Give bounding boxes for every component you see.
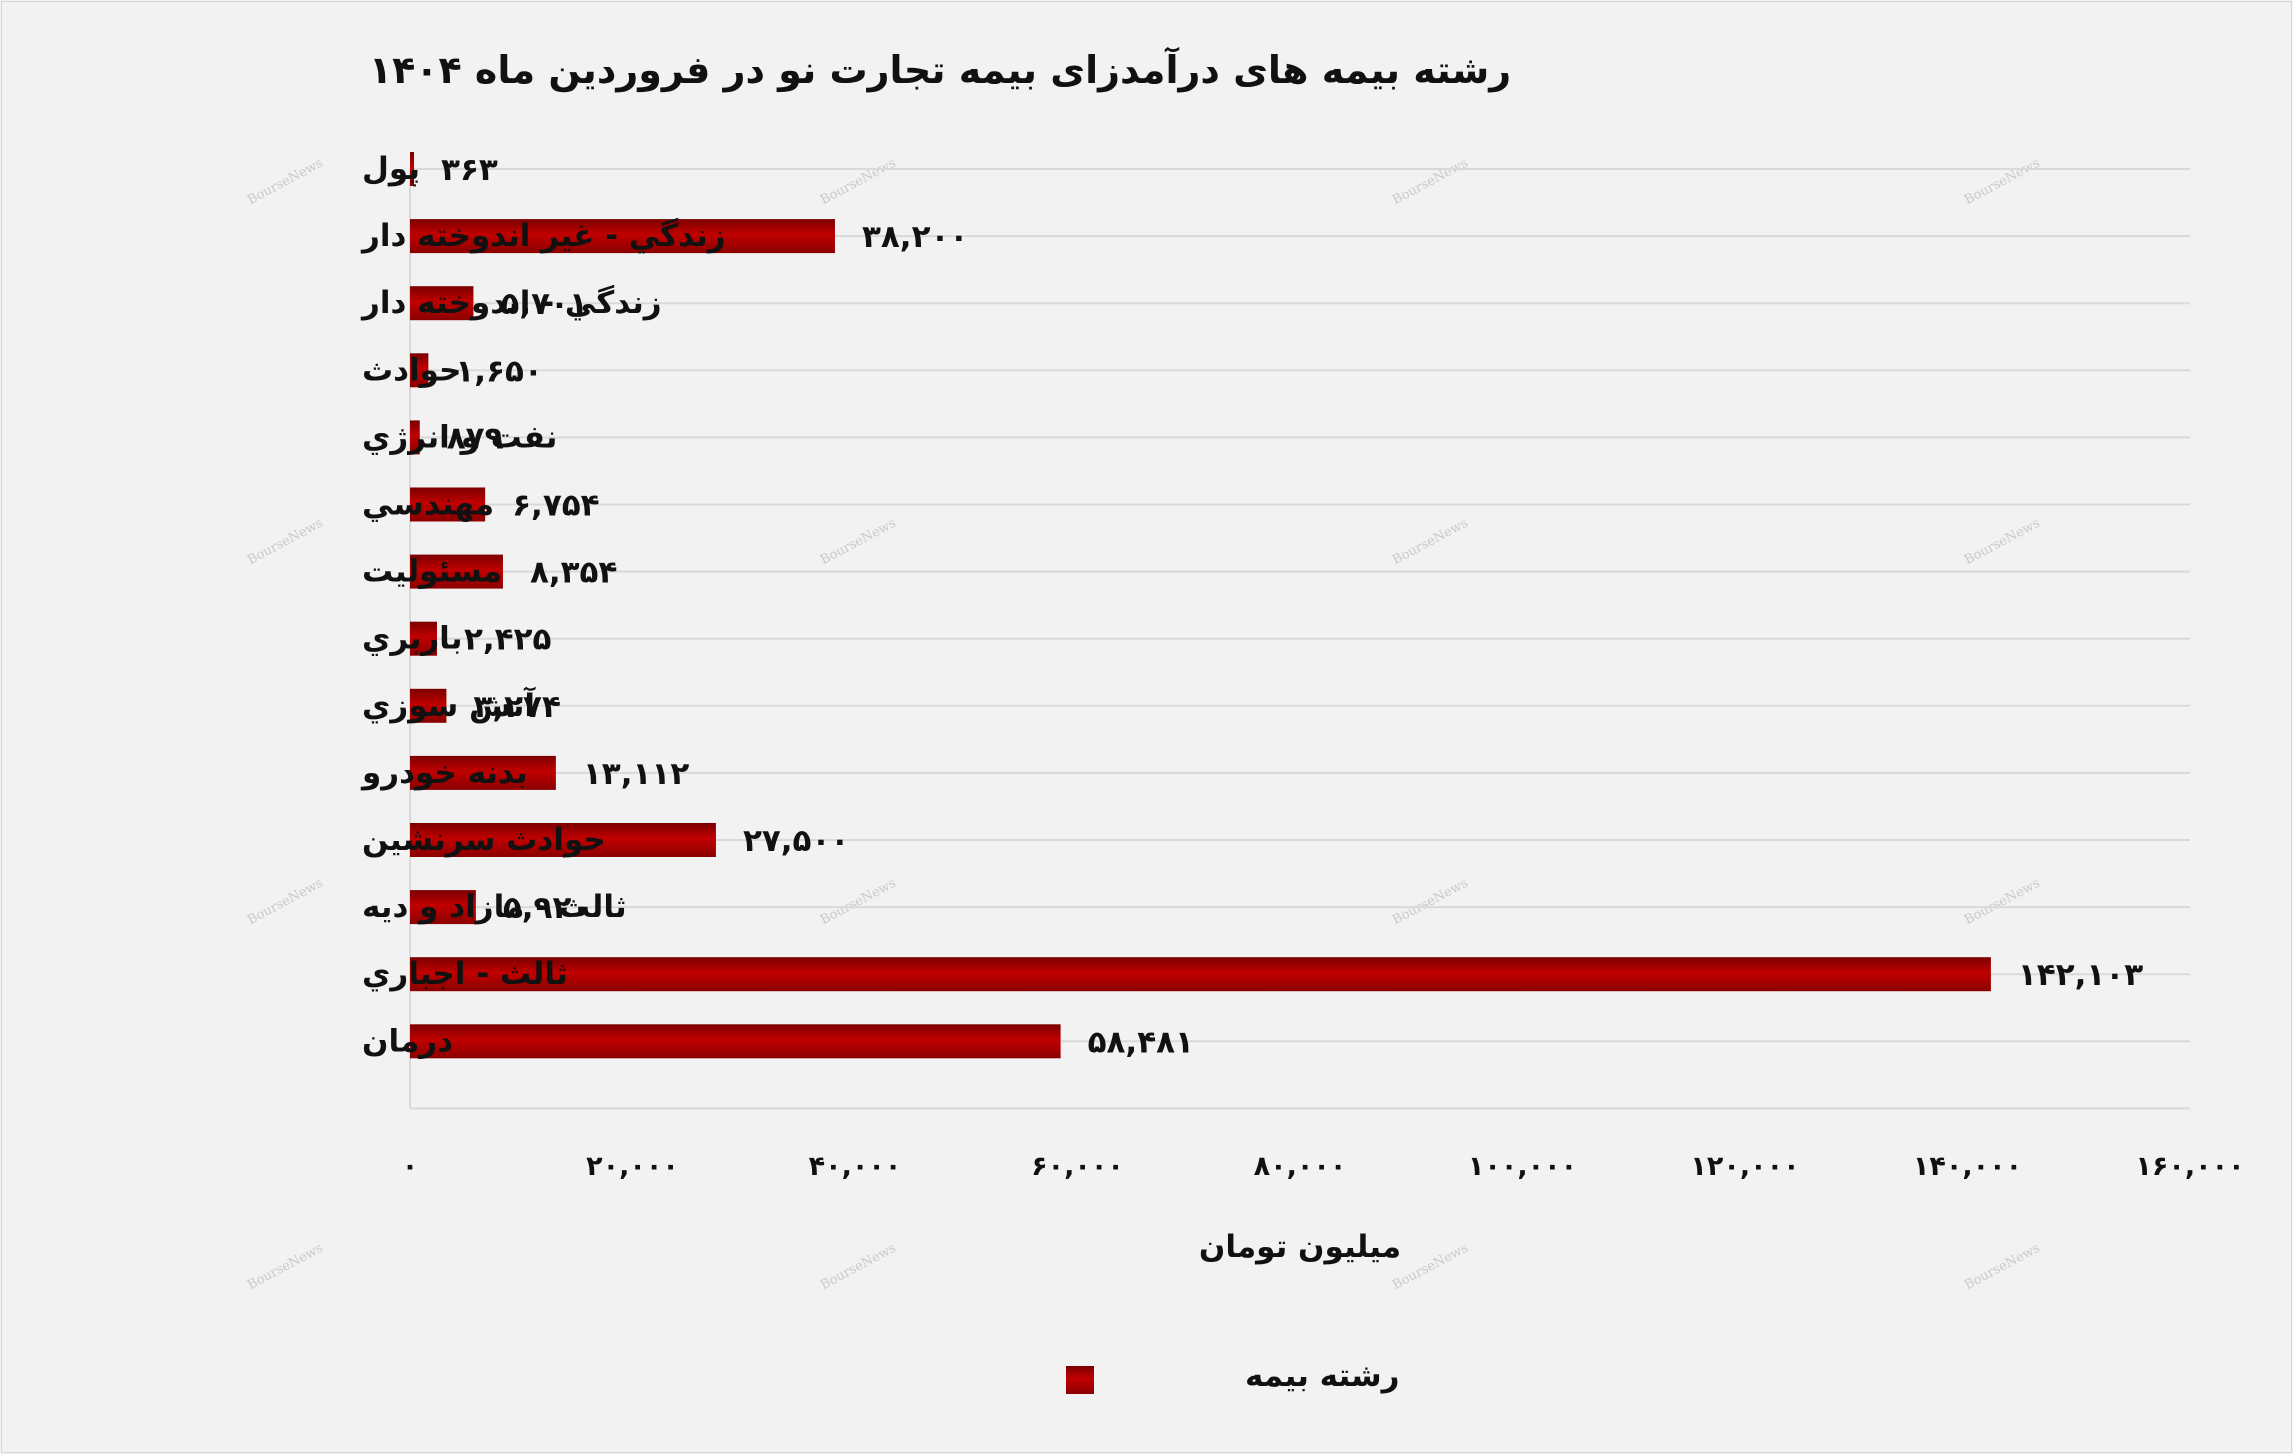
category-label: آتش سوزي bbox=[362, 686, 536, 724]
bar bbox=[410, 554, 503, 589]
watermark: BourseNews bbox=[818, 1241, 899, 1293]
legend-swatch bbox=[1066, 1366, 1094, 1394]
watermark: BourseNews bbox=[245, 156, 326, 208]
data-label: ۲۷,۵۰۰ bbox=[743, 823, 849, 859]
bar bbox=[410, 890, 476, 925]
data-label: ۶,۷۵۴ bbox=[512, 488, 599, 524]
x-tick-label: ۱۴۰,۰۰۰ bbox=[1913, 1151, 2022, 1182]
category-label: بدنه خودرو bbox=[360, 755, 528, 791]
watermark: BourseNews bbox=[1390, 1241, 1471, 1293]
x-axis-title: میلیون تومان bbox=[1199, 1229, 1401, 1265]
category-label: ثالث - اجباري bbox=[362, 956, 568, 992]
bar bbox=[410, 487, 486, 522]
chart-title: رشته بیمه های درآمدزای بیمه تجارت نو در … bbox=[369, 46, 1511, 93]
category-label: نفت و انرژي bbox=[362, 419, 557, 455]
category-label: ثالث - مازاد و ديه bbox=[362, 889, 627, 925]
bar bbox=[410, 353, 429, 388]
data-label: ۱۴۲,۱۰۳ bbox=[2018, 957, 2143, 993]
watermark: BourseNews bbox=[1390, 876, 1471, 928]
watermark: BourseNews bbox=[1962, 516, 2043, 568]
category-label: حوادث bbox=[362, 352, 461, 388]
category-label: پول bbox=[362, 151, 420, 187]
watermark: BourseNews bbox=[1962, 876, 2043, 928]
watermark: BourseNews bbox=[818, 516, 899, 568]
x-tick-label: ۸۰,۰۰۰ bbox=[1254, 1151, 1347, 1182]
watermark: BourseNews bbox=[818, 156, 899, 208]
bar bbox=[410, 823, 716, 857]
data-label: ۱,۶۵۰ bbox=[455, 353, 542, 389]
data-label: ۸۷۹ bbox=[447, 420, 504, 456]
category-label: مسئوليت bbox=[362, 554, 502, 590]
bar bbox=[410, 152, 415, 186]
watermark: BourseNews bbox=[1390, 516, 1471, 568]
watermark: BourseNews bbox=[1390, 156, 1471, 208]
data-label: ۳۶۳ bbox=[441, 152, 498, 188]
category-label: درمان bbox=[362, 1023, 453, 1059]
category-labels: پول زندگي - غير اندوخته دار زندگي - اندوخت… bbox=[360, 151, 726, 1059]
watermark: BourseNews bbox=[818, 876, 899, 928]
bar bbox=[410, 755, 556, 790]
legend-label: رشته بیمه bbox=[1245, 1358, 1399, 1394]
x-axis-ticks: ۰ ۲۰,۰۰۰ ۴۰,۰۰۰ ۶۰,۰۰۰ ۸۰,۰۰۰ ۱۰۰,۰۰۰ ۱۲۰,۰۰۰ ۱… bbox=[402, 1151, 2245, 1182]
bar bbox=[410, 286, 474, 321]
legend: رشته بیمه bbox=[1066, 1358, 1399, 1394]
x-tick-label: ۱۲۰,۰۰۰ bbox=[1690, 1151, 1799, 1182]
category-label: زندگي - اندوخته دار bbox=[360, 284, 662, 321]
data-label: ۵,۹۲۰ bbox=[503, 890, 590, 926]
data-label: ۵۸,۴۸۱ bbox=[1088, 1024, 1194, 1060]
bar bbox=[410, 621, 437, 656]
watermark: BourseNews bbox=[1962, 156, 2043, 208]
bar bbox=[410, 420, 420, 455]
x-tick-label: ۱۶۰,۰۰۰ bbox=[2135, 1151, 2244, 1182]
category-label: زندگي - غير اندوخته دار bbox=[360, 217, 726, 254]
bars bbox=[410, 152, 1991, 1059]
watermark: BourseNews bbox=[245, 516, 326, 568]
data-label: ۵,۷۰۱ bbox=[500, 286, 587, 322]
category-label: حوادث سرنشين bbox=[362, 822, 606, 858]
bar bbox=[410, 688, 447, 723]
data-label: ۸,۳۵۴ bbox=[530, 555, 617, 591]
bar bbox=[410, 1024, 1061, 1059]
bar bbox=[410, 219, 835, 254]
x-tick-label: ۰ bbox=[402, 1151, 418, 1182]
x-tick-label: ۴۰,۰۰۰ bbox=[809, 1151, 902, 1182]
watermark: BourseNews bbox=[1962, 1241, 2043, 1293]
x-tick-label: ۱۰۰,۰۰۰ bbox=[1468, 1151, 1577, 1182]
x-tick-label: ۲۰,۰۰۰ bbox=[586, 1151, 679, 1182]
x-tick-label: ۶۰,۰۰۰ bbox=[1031, 1151, 1124, 1182]
category-label: باربري bbox=[362, 621, 462, 657]
watermark: BourseNews bbox=[245, 1241, 326, 1293]
watermark: BourseNews bbox=[245, 876, 326, 928]
data-label: ۳۸,۲۰۰ bbox=[862, 219, 968, 255]
category-label: مهندسي bbox=[362, 487, 494, 523]
bar bbox=[410, 957, 1991, 992]
data-label: ۲,۴۲۵ bbox=[464, 622, 551, 658]
data-label: ۱۳,۱۱۲ bbox=[583, 756, 689, 792]
data-label: ۳,۲۷۴ bbox=[473, 689, 560, 725]
